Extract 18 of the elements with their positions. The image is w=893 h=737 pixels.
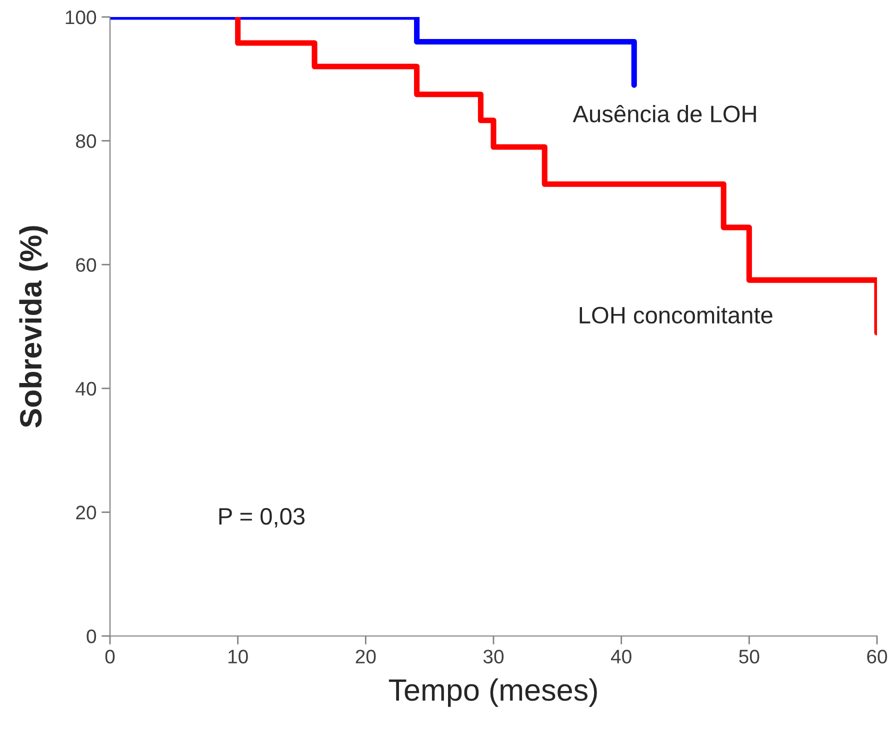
y-tick-label: 60 xyxy=(76,258,96,272)
y-tick-label: 0 xyxy=(86,629,96,644)
y-tick-label: 20 xyxy=(76,506,96,520)
y-tick-label: 100 xyxy=(66,10,96,24)
annotation: P = 0,03 xyxy=(219,508,305,528)
x-tick-label: 40 xyxy=(610,650,632,664)
x-tick-label: 60 xyxy=(867,650,888,664)
y-tick-label: 40 xyxy=(76,382,96,396)
x-tick-label: 30 xyxy=(483,650,504,664)
y-tick-label: 80 xyxy=(76,134,96,148)
series-label: LOH concomitante xyxy=(580,306,772,324)
x-tick-label: 50 xyxy=(739,650,760,664)
x-tick-label: 10 xyxy=(228,650,248,664)
x-tick-label: 20 xyxy=(356,650,376,664)
x-axis-title: Tempo (meses) xyxy=(388,678,597,707)
y-axis-title: Sobrevida (%) xyxy=(19,226,48,428)
series-label: Ausência de LOH xyxy=(572,104,756,122)
x-tick-label: 0 xyxy=(105,650,115,664)
